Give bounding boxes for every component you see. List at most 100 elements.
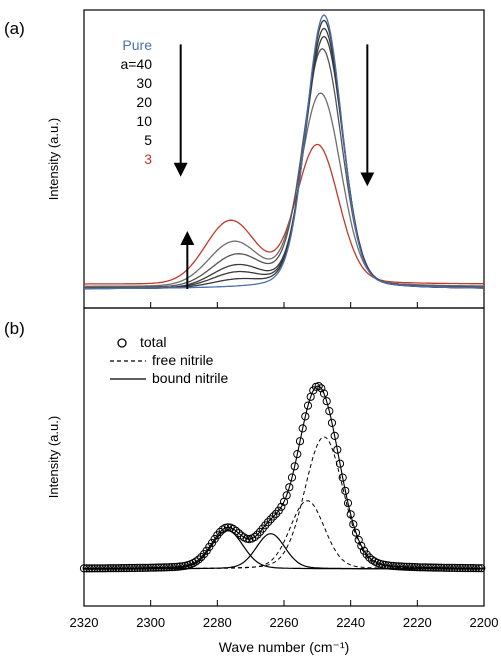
total-point bbox=[229, 524, 238, 534]
total-point bbox=[175, 562, 185, 571]
total-point bbox=[437, 563, 446, 572]
total-point bbox=[154, 563, 163, 572]
panel-b-legend: total free nitrile bound nitrile bbox=[110, 334, 228, 386]
total-point bbox=[431, 563, 441, 572]
total-point bbox=[325, 407, 334, 416]
legend-label-total: total bbox=[140, 334, 166, 350]
total-point bbox=[287, 473, 297, 482]
panel-b-ylabel: Intensity (a.u.) bbox=[46, 416, 61, 498]
series-line-pure bbox=[84, 14, 484, 290]
total-point bbox=[146, 563, 155, 572]
total-point bbox=[173, 562, 182, 571]
legend-entry-5: 5 bbox=[144, 132, 152, 148]
total-point bbox=[85, 564, 94, 573]
total-point bbox=[362, 550, 371, 559]
total-point bbox=[90, 564, 99, 573]
total-point bbox=[415, 563, 425, 572]
total-point bbox=[413, 563, 422, 572]
total-point bbox=[109, 564, 118, 573]
total-point bbox=[330, 431, 339, 440]
total-point bbox=[141, 563, 150, 572]
total-point bbox=[103, 564, 113, 573]
total-point bbox=[434, 563, 443, 572]
total-point bbox=[250, 532, 259, 542]
panel-a-legend: Pure a=40 30 20 10 5 3 bbox=[120, 37, 152, 167]
total-point bbox=[402, 562, 411, 571]
total-point bbox=[133, 563, 142, 573]
total-point bbox=[111, 564, 121, 573]
legend-entry-3: 3 bbox=[144, 151, 152, 167]
total-point bbox=[471, 564, 481, 573]
total-point bbox=[319, 389, 329, 398]
total-point bbox=[447, 563, 457, 573]
total-point bbox=[165, 563, 174, 572]
total-point bbox=[301, 412, 310, 421]
total-point bbox=[423, 563, 433, 572]
total-point bbox=[159, 563, 169, 572]
total-point bbox=[455, 563, 465, 573]
total-fit-line bbox=[84, 385, 484, 569]
x-axis-label: Wave number (cm⁻¹) bbox=[219, 639, 350, 655]
total-point bbox=[397, 562, 406, 571]
total-point bbox=[277, 502, 286, 511]
legend-item-total: total bbox=[117, 334, 166, 350]
total-point bbox=[285, 483, 294, 492]
panel-a-series bbox=[84, 14, 485, 290]
total-point bbox=[253, 530, 262, 539]
total-point bbox=[151, 563, 161, 572]
legend-label-free-nitrile: free nitrile bbox=[152, 352, 214, 368]
panel-b-series bbox=[84, 385, 485, 570]
legend-entry-30: 30 bbox=[136, 75, 152, 91]
total-point bbox=[293, 450, 302, 459]
total-point bbox=[383, 561, 393, 570]
total-point bbox=[357, 541, 366, 550]
total-point bbox=[445, 563, 454, 573]
panel-a-label: (a) bbox=[4, 19, 25, 38]
total-point bbox=[477, 564, 486, 573]
total-point bbox=[130, 563, 139, 573]
total-point bbox=[125, 563, 134, 573]
total-point bbox=[93, 564, 102, 573]
x-tick-label: 2200 bbox=[470, 615, 499, 630]
total-point bbox=[234, 529, 243, 538]
panel-b-frame bbox=[83, 307, 485, 607]
total-point bbox=[386, 561, 395, 570]
total-point bbox=[101, 564, 110, 573]
total-point bbox=[474, 564, 483, 573]
total-point bbox=[114, 564, 123, 573]
total-point bbox=[381, 560, 390, 570]
total-point bbox=[87, 564, 97, 573]
total-point bbox=[338, 473, 347, 482]
total-point bbox=[346, 510, 355, 519]
total-point bbox=[461, 564, 470, 573]
total-point bbox=[149, 563, 158, 572]
total-point bbox=[394, 562, 403, 571]
total-point bbox=[263, 518, 273, 527]
total-point bbox=[426, 563, 435, 572]
total-point bbox=[333, 445, 342, 454]
total-point bbox=[290, 462, 299, 471]
x-tick-label: 2240 bbox=[336, 615, 365, 630]
total-point bbox=[327, 418, 337, 427]
total-point bbox=[95, 564, 105, 573]
x-tick-label: 2280 bbox=[203, 615, 232, 630]
panel-b: (b) Intensity (a.u.) total free nitrile bo… bbox=[4, 307, 499, 630]
x-tick-label: 2220 bbox=[403, 615, 432, 630]
total-point bbox=[295, 437, 305, 446]
x-tick-label: 2260 bbox=[270, 615, 299, 630]
legend-marker-circle bbox=[117, 338, 127, 348]
total-point bbox=[242, 534, 251, 543]
total-point bbox=[127, 563, 137, 573]
total-point bbox=[343, 499, 353, 508]
total-point bbox=[421, 563, 430, 572]
total-point bbox=[458, 563, 467, 573]
legend-label-bound-nitrile: bound nitrile bbox=[152, 370, 228, 386]
panel-a: (a) Intensity (a.u.) Pure a=40 30 20 10 5 3 bbox=[4, 9, 485, 309]
total-point bbox=[341, 486, 350, 495]
total-point bbox=[269, 512, 278, 521]
total-point bbox=[391, 562, 401, 571]
total-point bbox=[429, 563, 438, 572]
total-point bbox=[197, 553, 206, 562]
total-point bbox=[303, 401, 313, 410]
